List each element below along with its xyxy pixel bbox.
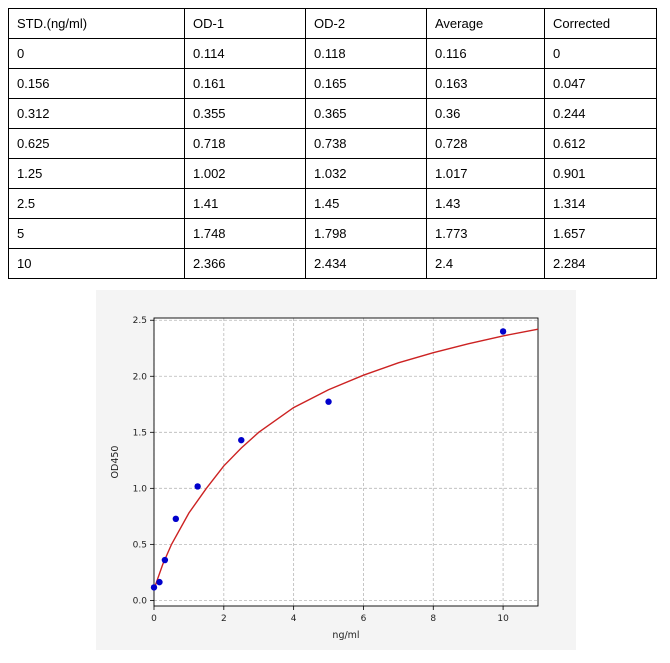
y-tick-label: 1.5 [133,428,147,438]
table-cell: 0.118 [305,38,427,69]
table-cell: 1.43 [426,188,545,219]
x-tick-label: 0 [151,614,157,624]
y-tick-label: 0.5 [133,540,147,550]
x-tick-label: 10 [497,614,509,624]
x-tick-label: 6 [361,614,367,624]
table-cell: 1.41 [184,188,306,219]
y-tick-label: 2.0 [133,372,148,382]
table-cell: 1.798 [305,218,427,249]
table-row: 0 0.114 0.118 0.116 0 [8,38,657,69]
table-cell: 0.165 [305,68,427,99]
table-row: 0.156 0.161 0.165 0.163 0.047 [8,68,657,99]
table-cell: 0.244 [544,98,657,129]
table-row: 10 2.366 2.434 2.4 2.284 [8,248,657,279]
table-cell: 5 [8,218,185,249]
table-cell: 0.355 [184,98,306,129]
data-point [161,556,169,564]
table-cell: 1.002 [184,158,306,189]
table-header-cell: OD-2 [305,8,427,39]
table-cell: 0 [8,38,185,69]
standards-table: STD.(ng/ml) OD-1 OD-2 Average Corrected 0 0.11… [8,8,657,279]
table-cell: 0.365 [305,98,427,129]
standard-curve-chart: 0 2 4 6 8 10 0.0 0.5 1.0 1.5 2.0 2.5 ng/ml OD450 [110,316,539,641]
table-cell: 1.45 [305,188,427,219]
table-cell: 0.116 [426,38,545,69]
table-cell: 1.657 [544,218,657,249]
table-cell: 1.748 [184,218,306,249]
x-tick-label: 2 [221,614,227,624]
data-point [238,436,245,444]
table-cell: 0.047 [544,68,657,99]
table-cell: 0.36 [426,98,545,129]
table-cell: 0.163 [426,68,545,99]
table-cell: 0.728 [426,128,545,159]
data-point [325,398,332,405]
table-header-cell: OD-1 [184,8,306,39]
table-cell: 0.312 [8,98,185,129]
table-cell: 1.773 [426,218,545,249]
table-cell: 1.032 [305,158,427,189]
data-point [156,578,163,586]
table-cell: 0.738 [305,128,427,159]
standard-curve-chart-panel: 0 2 4 6 8 10 0.0 0.5 1.0 1.5 2.0 2.5 ng/ml OD450 [96,290,576,650]
table-header-cell: STD.(ng/ml) [8,8,185,39]
table-cell: 1.017 [426,158,545,189]
table-cell: 2.4 [426,248,545,279]
standards-table-container: STD.(ng/ml) OD-1 OD-2 Average Corrected 0 0.11… [8,8,657,279]
x-tick-label: 8 [430,614,436,624]
table-cell: 2.434 [305,248,427,279]
table-header-cell: Corrected [544,8,657,39]
table-cell: 2.5 [8,188,185,219]
table-cell: 0.161 [184,68,306,99]
x-tick-label: 4 [291,614,297,624]
table-cell: 0.625 [8,128,185,159]
table-header-row: STD.(ng/ml) OD-1 OD-2 Average Corrected [8,8,657,39]
table-cell: 0 [544,38,657,69]
table-cell: 10 [8,248,185,279]
data-point [499,328,507,335]
plot-area [154,318,538,606]
table-cell: 0.612 [544,128,657,159]
data-point [150,584,158,591]
data-point [172,515,180,523]
table-row: 1.25 1.002 1.032 1.017 0.901 [8,158,657,189]
table-row: 5 1.748 1.798 1.773 1.657 [8,218,657,249]
table-cell: 2.284 [544,248,657,279]
y-tick-label: 1.0 [133,484,148,494]
table-cell: 1.25 [8,158,185,189]
table-cell: 0.156 [8,68,185,99]
fit-curve-line [153,328,539,590]
y-tick-label: 0.0 [133,596,148,606]
table-row: 2.5 1.41 1.45 1.43 1.314 [8,188,657,219]
table-cell: 0.901 [544,158,657,189]
table-cell: 0.114 [184,38,306,69]
table-cell: 1.314 [544,188,657,219]
table-cell: 2.366 [184,248,306,279]
y-tick-label: 2.5 [133,316,147,326]
table-row: 0.625 0.718 0.738 0.728 0.612 [8,128,657,159]
table-cell: 0.718 [184,128,306,159]
y-axis-label: OD450 [110,446,121,479]
table-row: 0.312 0.355 0.365 0.36 0.244 [8,98,657,129]
x-axis-label: ng/ml [332,630,359,641]
plot-frame [153,317,539,607]
table-header-cell: Average [426,8,545,39]
data-point [194,483,201,490]
